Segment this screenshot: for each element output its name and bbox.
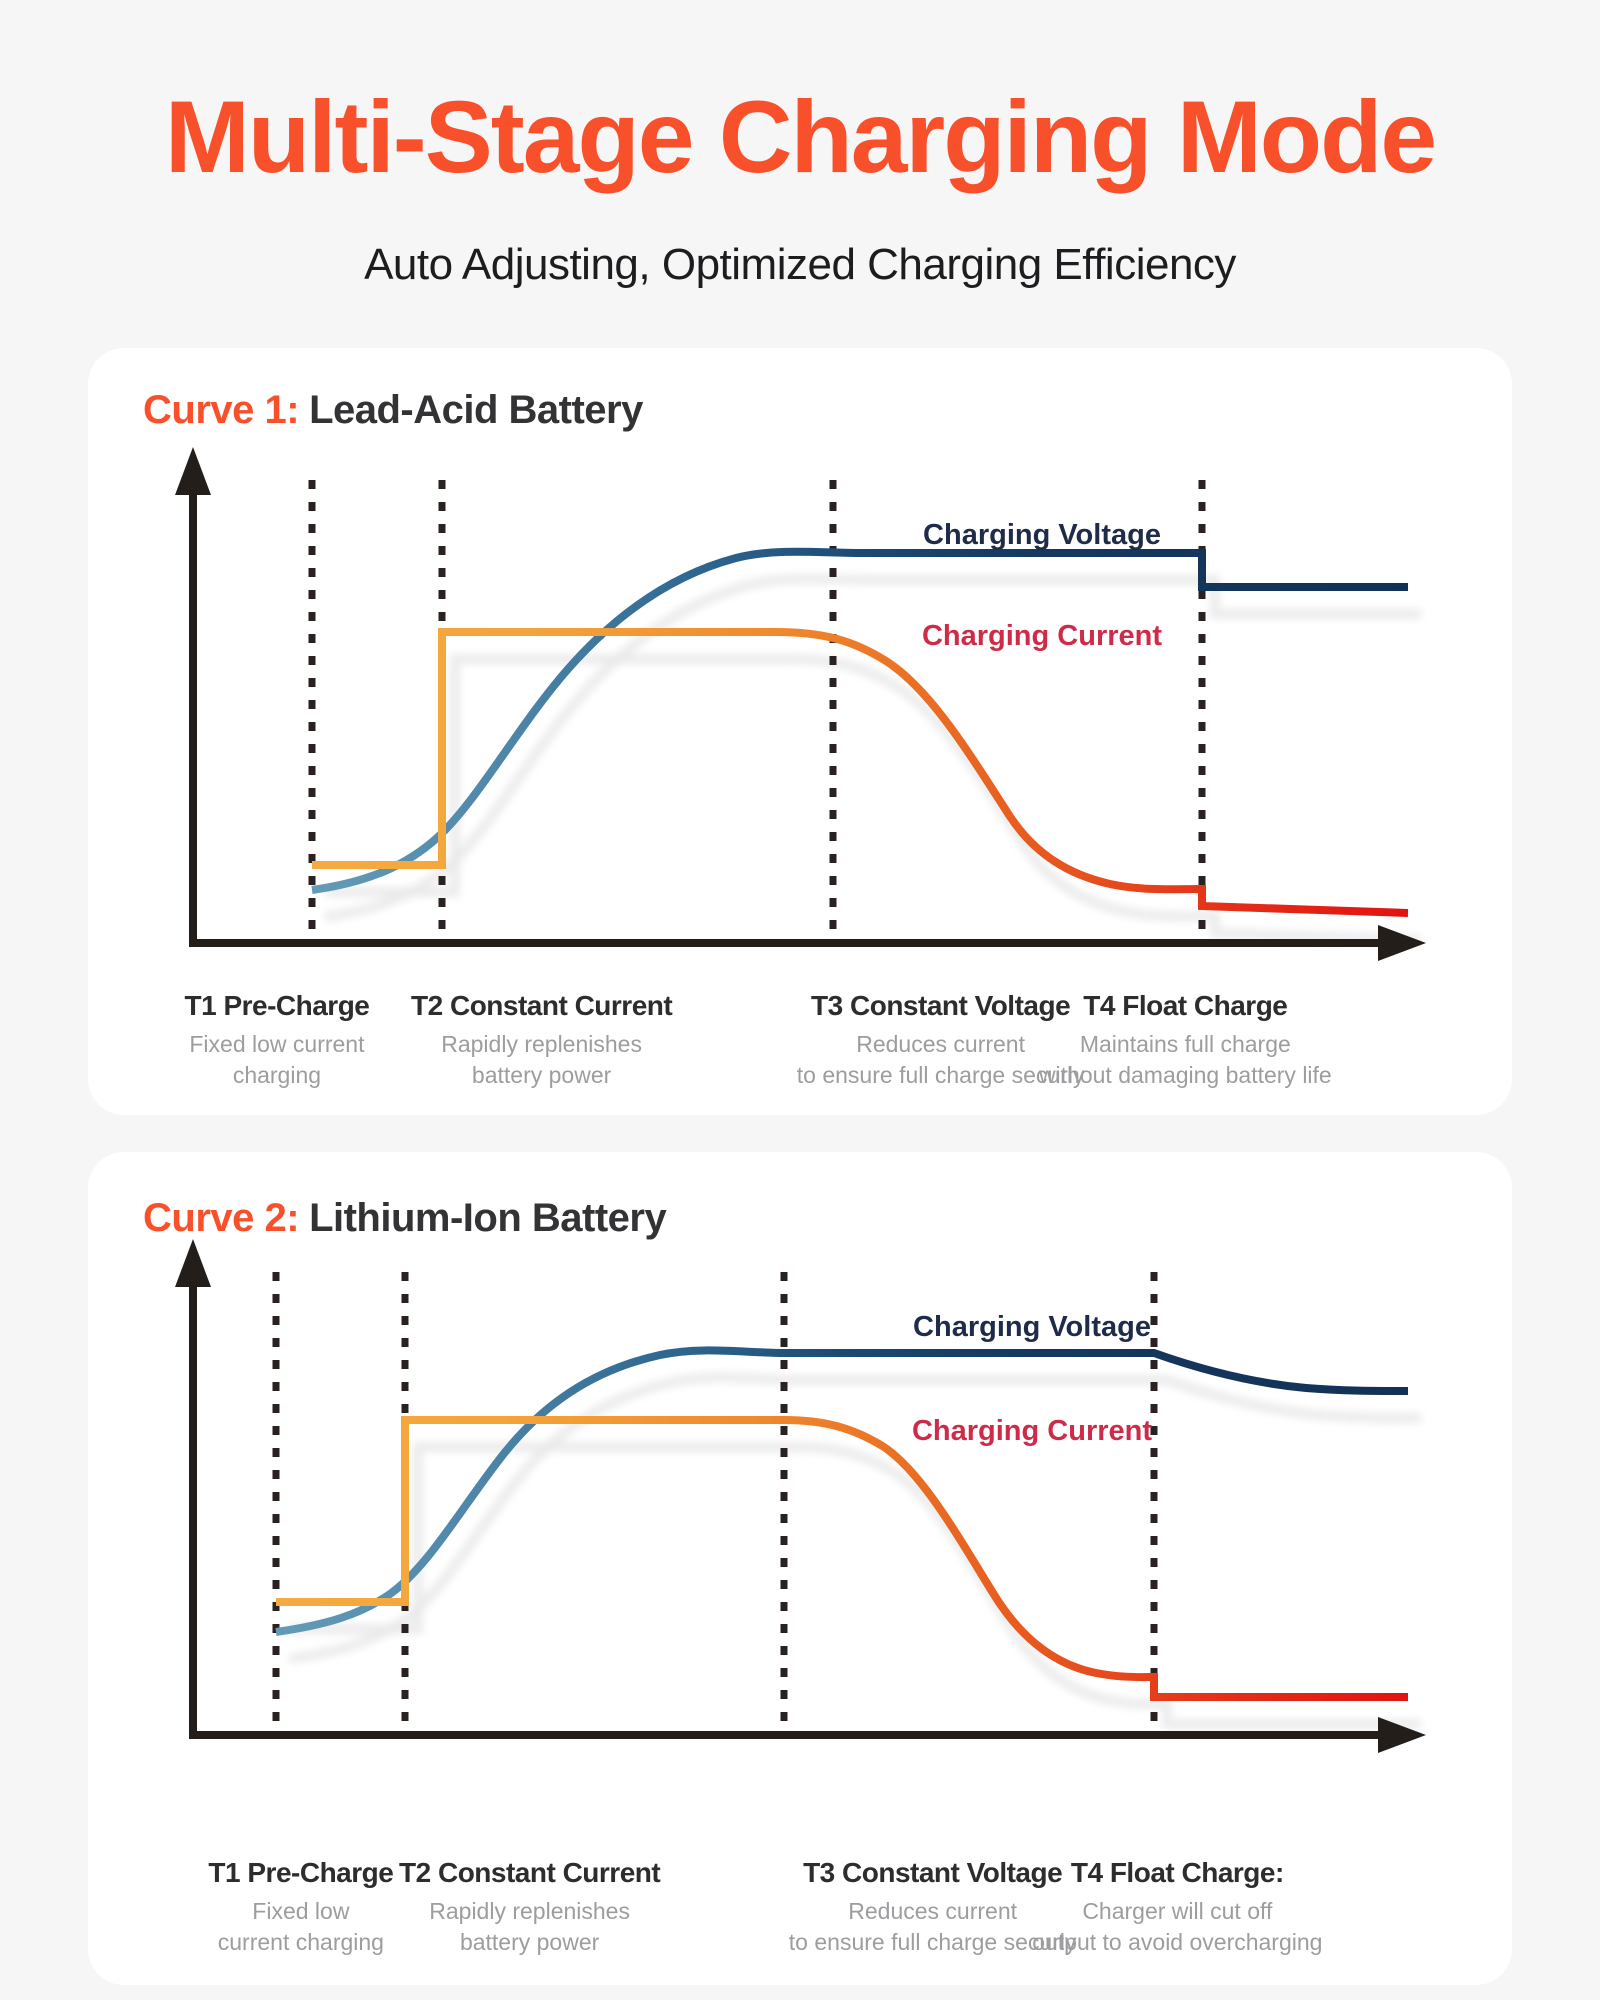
curve2-card: Curve 2: Lithium-Ion Battery xyxy=(88,1152,1512,1985)
curve1-stage-t3: T3 Constant Voltage Reduces current to e… xyxy=(711,990,1171,1090)
stage-title: T1 Pre-Charge xyxy=(184,990,370,1021)
curve1-current-label: Charging Current xyxy=(922,620,1162,652)
curve2-heading-prefix: Curve 2: xyxy=(143,1196,300,1240)
curve2-current-label: Charging Current xyxy=(912,1415,1152,1447)
curve1-axes xyxy=(189,485,1388,947)
stage-desc: Reduces current to ensure full charge se… xyxy=(788,1898,1077,1955)
curve1-chart: Charging Voltage Charging Current xyxy=(175,447,1426,961)
stage-title: T3 Constant Voltage xyxy=(811,990,1071,1021)
stage-title: T2 Constant Current xyxy=(399,1857,661,1888)
stage-desc: Charger will cut off output to avoid ove… xyxy=(1032,1898,1323,1955)
curve2-heading: Curve 2: Lithium-Ion Battery xyxy=(143,1196,667,1241)
stage-desc: Rapidly replenishes battery power xyxy=(429,1898,630,1955)
curve1-stage-t2: T2 Constant Current Rapidly replenishes … xyxy=(312,990,772,1090)
curve1-heading: Curve 1: Lead-Acid Battery xyxy=(143,388,643,433)
curve2-voltage-label: Charging Voltage xyxy=(913,1311,1151,1343)
curve1-stage-t1: T1 Pre-Charge Fixed low current charging xyxy=(47,990,507,1090)
curve1-heading-prefix: Curve 1: xyxy=(143,388,300,432)
curve2-current-curve xyxy=(276,1416,1408,1701)
curve1-card: Curve 1: Lead-Acid Battery xyxy=(88,348,1512,1115)
stage-desc: Fixed low current charging xyxy=(217,1898,384,1955)
curve2-stage-t1: T1 Pre-Charge Fixed low current charging xyxy=(71,1857,531,1957)
stage-title: T3 Constant Voltage xyxy=(803,1857,1063,1888)
curve1-shadows xyxy=(324,573,1422,945)
curve1-voltage-curve xyxy=(311,547,1408,894)
page-subtitle: Auto Adjusting, Optimized Charging Effic… xyxy=(364,240,1236,289)
curve1-current-curve xyxy=(312,628,1409,917)
curve1-stage-t4: T4 Float Charge Maintains full charge wi… xyxy=(955,990,1415,1090)
stage-desc: Reduces current to ensure full charge se… xyxy=(796,1031,1085,1088)
stage-title: T2 Constant Current xyxy=(411,990,673,1021)
curve2-x-axis-arrow-icon xyxy=(1378,1717,1426,1753)
curve2-voltage-curve xyxy=(275,1346,1409,1636)
stage-title: T1 Pre-Charge xyxy=(208,1857,394,1888)
curve2-chart: Charging Voltage Charging Current xyxy=(175,1239,1426,1753)
curve1-stage-labels: T1 Pre-Charge Fixed low current charging… xyxy=(120,990,1450,1110)
curve2-axes xyxy=(189,1277,1388,1739)
curve1-x-axis-arrow-icon xyxy=(1378,925,1426,961)
curve1-voltage-label: Charging Voltage xyxy=(923,519,1161,551)
curve2-heading-title: Lithium-Ion Battery xyxy=(309,1196,667,1240)
curve2-stage-t2: T2 Constant Current Rapidly replenishes … xyxy=(300,1857,760,1957)
curve2-y-axis-arrow-icon xyxy=(175,1239,211,1287)
stage-desc: Maintains full charge without damaging b… xyxy=(1038,1031,1332,1088)
curve1-heading-title: Lead-Acid Battery xyxy=(309,388,643,432)
curve2-stage-t4: T4 Float Charge: Charger will cut off ou… xyxy=(947,1857,1407,1957)
curve2-stage-labels: T1 Pre-Charge Fixed low current charging… xyxy=(120,1857,1450,1977)
page-title: Multi-Stage Charging Mode xyxy=(164,80,1437,194)
curve1-y-axis-arrow-icon xyxy=(175,447,211,495)
stage-title: T4 Float Charge: xyxy=(1070,1857,1284,1888)
curve2-stage-t3: T3 Constant Voltage Reduces current to e… xyxy=(703,1857,1163,1957)
stage-title: T4 Float Charge xyxy=(1083,990,1288,1021)
stage-desc: Fixed low current charging xyxy=(189,1031,365,1088)
stage-desc: Rapidly replenishes battery power xyxy=(441,1031,642,1088)
